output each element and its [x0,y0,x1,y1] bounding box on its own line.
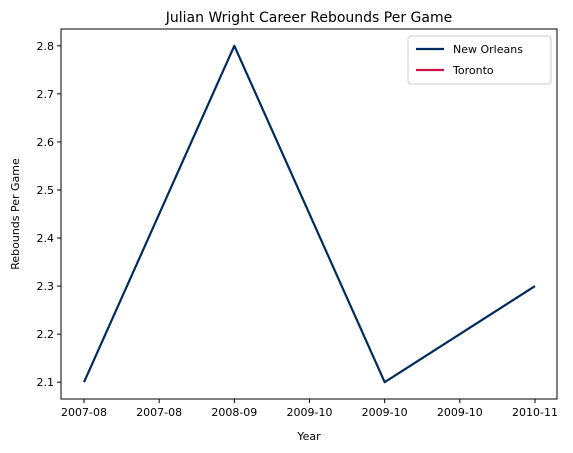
y-axis: 2.1 2.2 2.3 2.4 2.5 2.6 2.7 2.8 [37,40,61,389]
x-tick-label: 2009-10 [287,406,333,419]
x-tick-label: 2008-09 [211,406,257,419]
y-tick-label: 2.6 [37,136,55,149]
y-tick-label: 2.7 [37,88,55,101]
x-tick-label: 2009-10 [437,406,483,419]
y-tick-label: 2.1 [37,376,55,389]
series-line-0 [82,44,536,384]
plot-area [82,44,536,384]
x-tick-label: 2009-10 [362,406,408,419]
y-axis-label: Rebounds Per Game [9,158,22,270]
y-tick-label: 2.8 [37,40,55,53]
x-axis: 2007-08 2007-08 2008-09 2009-10 2009-10 2009-… [61,399,558,419]
x-tick-label: 2007-08 [61,406,107,419]
x-tick-label: 2010-11 [512,406,558,419]
y-tick-label: 2.5 [37,184,55,197]
x-tick-label: 2007-08 [136,406,182,419]
y-tick-label: 2.2 [37,328,55,341]
legend: New Orleans Toronto [407,35,552,85]
chart-title: Julian Wright Career Rebounds Per Game [165,10,452,26]
x-axis-label: Year [296,430,321,443]
y-tick-label: 2.3 [37,280,55,293]
legend-label: Toronto [452,64,494,77]
y-tick-label: 2.4 [37,232,55,245]
legend-label: New Orleans [453,43,523,56]
